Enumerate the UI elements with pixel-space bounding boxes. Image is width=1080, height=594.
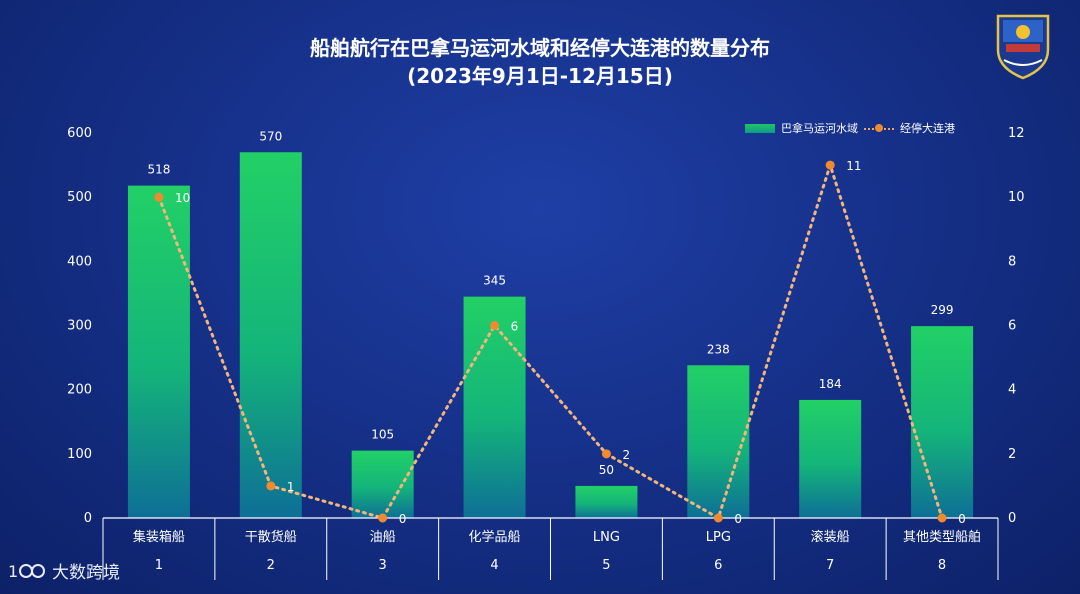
x-category-index: 6	[714, 558, 722, 573]
y-left-tick-label: 600	[67, 126, 92, 141]
line-point	[601, 449, 611, 459]
watermark-text: 大数跨境	[52, 563, 120, 583]
bar-value-label: 518	[147, 163, 170, 177]
y-left-tick-label: 0	[84, 511, 92, 526]
y-right-tick-label: 2	[1008, 447, 1016, 462]
x-category-label: LNG	[593, 530, 620, 545]
bar-value-label: 105	[371, 428, 394, 442]
line-point	[713, 513, 723, 523]
x-category-label: 其他类型船舶	[903, 529, 981, 545]
x-category-label: 干散货船	[245, 529, 297, 545]
bar	[239, 152, 302, 518]
y-left-tick-label: 500	[67, 190, 92, 205]
watermark-logo-icon: 1	[8, 562, 45, 581]
line-value-label: 1	[287, 480, 295, 494]
x-category-label: 集装箱船	[133, 529, 185, 545]
bar-value-label: 238	[707, 342, 730, 356]
line-value-label: 0	[734, 512, 742, 526]
y-right-tick-label: 0	[1008, 511, 1016, 526]
x-category-index: 7	[826, 558, 834, 573]
legend-label-bar: 巴拿马运河水域	[781, 122, 858, 135]
x-category-label: 油船	[370, 530, 396, 545]
y-right-tick-label: 8	[1008, 254, 1016, 269]
bar	[687, 365, 750, 518]
chart-subtitle: (2023年9月1日-12月15日)	[407, 64, 673, 88]
bar	[463, 296, 526, 518]
legend-line-swatch	[864, 123, 894, 133]
x-category-index: 1	[155, 558, 163, 573]
line-point	[378, 513, 388, 523]
bar	[911, 326, 974, 518]
bar	[351, 450, 414, 518]
line-value-label: 2	[622, 448, 630, 462]
x-category-index: 4	[490, 558, 498, 573]
bar-value-label: 345	[483, 274, 506, 288]
y-right-tick-label: 6	[1008, 319, 1016, 334]
bar-value-label: 50	[599, 463, 614, 477]
legend-label-line: 经停大连港	[900, 122, 955, 135]
x-category-index: 5	[602, 558, 610, 573]
y-left-tick-label: 300	[67, 319, 92, 334]
x-category-label: LPG	[706, 530, 731, 545]
line-value-label: 0	[399, 512, 407, 526]
line-value-label: 6	[511, 320, 519, 334]
emblem-logo	[996, 14, 1050, 80]
watermark: 1 大数跨境	[8, 558, 120, 584]
line-value-label: 0	[958, 512, 966, 526]
line-point	[154, 192, 164, 202]
x-category-label: 化学品船	[469, 529, 521, 545]
line-point	[490, 321, 500, 330]
x-category-label: 滚装船	[811, 529, 850, 545]
y-right-tick-label: 10	[1008, 190, 1025, 205]
y-left-tick-label: 100	[67, 447, 92, 462]
bar	[575, 485, 638, 518]
y-left-tick-label: 200	[67, 383, 92, 398]
bar-value-label: 299	[931, 303, 954, 317]
svg-text:1: 1	[8, 562, 18, 581]
line-series	[157, 160, 944, 521]
y-right-tick-label: 4	[1008, 383, 1016, 398]
y-left-tick-label: 400	[67, 254, 92, 269]
line-point	[266, 481, 276, 491]
bar	[127, 185, 190, 518]
x-category-index: 3	[379, 558, 387, 573]
x-category-index: 8	[938, 558, 946, 573]
legend-bar-swatch	[745, 123, 775, 133]
line-point	[825, 160, 835, 170]
line-point	[937, 513, 947, 523]
bar-value-label: 570	[259, 129, 282, 143]
bar-value-label: 184	[819, 377, 842, 391]
x-category-index: 2	[267, 558, 275, 573]
y-right-tick-label: 12	[1008, 126, 1025, 141]
line-value-label: 11	[846, 159, 861, 173]
line-value-label: 10	[175, 191, 190, 205]
legend: 巴拿马运河水域 经停大连港	[745, 120, 955, 136]
chart-title: 船舶航行在巴拿马运河水域和经停大连港的数量分布	[310, 36, 770, 60]
bar	[799, 399, 862, 518]
